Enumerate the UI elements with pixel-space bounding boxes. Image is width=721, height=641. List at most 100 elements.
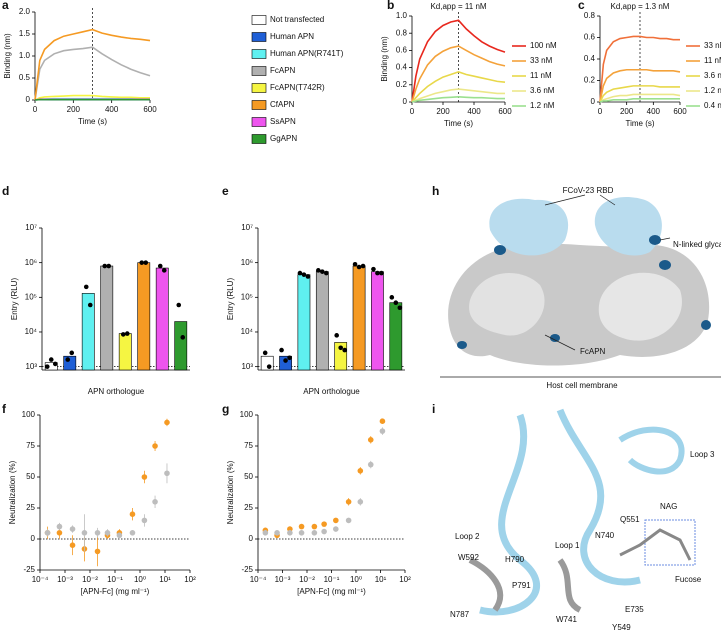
replicate-point <box>324 270 329 276</box>
y-tick-label: 10³ <box>241 362 253 371</box>
label: N787 <box>450 610 470 619</box>
point <box>311 523 318 530</box>
bar <box>118 333 132 371</box>
bar <box>63 355 77 371</box>
legend-swatch <box>251 49 267 59</box>
label: Loop 3 <box>690 450 715 459</box>
legend-swatch <box>251 15 267 25</box>
y-tick-label: 10⁷ <box>25 223 37 232</box>
bar <box>260 355 274 371</box>
y-tick-label: 100 <box>22 410 36 419</box>
x-tick-label: 10⁻⁴ <box>32 575 49 584</box>
point <box>367 461 374 468</box>
x-tick-label: 600 <box>673 107 687 116</box>
series-line <box>411 19 506 103</box>
rbd-surface <box>489 198 569 256</box>
x-axis-label: APN orthologue <box>303 387 360 396</box>
point <box>298 523 305 530</box>
point <box>141 517 148 524</box>
label: Q551 <box>620 515 640 524</box>
replicate-point <box>69 350 75 356</box>
series-line <box>34 28 151 101</box>
y-tick-label: 25 <box>244 503 253 512</box>
structure-h: h FCoV-23 RBD N-linked glycans FcAPN Hos… <box>432 184 721 390</box>
y-tick-label: 0.4 <box>396 63 408 72</box>
bar <box>137 262 151 371</box>
replicate-point <box>87 302 93 308</box>
point <box>44 530 51 536</box>
replicate-point <box>320 269 325 274</box>
replicate-point <box>106 263 112 269</box>
structure-i: i Loop 3 Loop 2 Loop 1 Q551 NAG N740 W59… <box>432 402 715 632</box>
replicate-point <box>157 263 163 269</box>
panel-letter: f <box>2 402 7 416</box>
legend-label: FcAPN <box>270 66 296 75</box>
legend-label: FcAPN(T742R) <box>270 83 325 92</box>
series-line <box>34 46 151 101</box>
label: FcAPN <box>580 347 606 356</box>
point <box>116 532 123 539</box>
legend-label: 11 nM <box>530 71 552 80</box>
point <box>94 530 101 536</box>
backbone <box>479 413 540 616</box>
bar <box>315 271 329 371</box>
replicate-point <box>305 274 311 279</box>
replicate-point <box>83 284 89 290</box>
label: W592 <box>458 553 479 562</box>
legend-label: 100 nM <box>530 41 557 50</box>
legend-swatch <box>251 83 267 93</box>
glycan <box>494 245 506 255</box>
replicate-point <box>301 272 307 277</box>
x-axis-label: [APN-Fc] (mg ml⁻¹) <box>297 587 366 596</box>
replicate-point <box>316 268 321 273</box>
replicate-point <box>342 347 347 353</box>
point <box>152 499 158 505</box>
pointer <box>599 194 616 206</box>
bar <box>352 265 366 371</box>
glycan <box>659 260 671 270</box>
x-axis-label: Time (s) <box>444 119 473 128</box>
point <box>379 418 386 425</box>
apn-domain <box>469 273 545 336</box>
bar <box>155 267 169 371</box>
legend-swatch <box>251 66 267 76</box>
replicate-point <box>176 302 182 308</box>
x-tick-label: 10⁰ <box>350 575 362 584</box>
y-tick-label: 25 <box>26 503 35 512</box>
x-tick-label: 200 <box>620 107 634 116</box>
label: E735 <box>625 605 644 614</box>
bar <box>100 265 114 371</box>
panel-letter: g <box>222 402 229 416</box>
y-tick-label: 75 <box>26 441 35 450</box>
y-tick-label: 10⁴ <box>241 327 254 336</box>
apn-domain <box>598 272 682 341</box>
replicate-point <box>124 331 130 336</box>
pointer <box>544 334 576 351</box>
x-tick-label: 10⁻¹ <box>324 575 340 584</box>
point <box>379 428 386 434</box>
replicate-point <box>65 357 71 362</box>
legend-label: CfAPN <box>270 100 295 109</box>
y-tick-label: 10⁷ <box>241 223 253 232</box>
point <box>104 530 111 536</box>
y-tick-label: 1.0 <box>396 11 408 20</box>
series-line <box>411 96 505 103</box>
replicate-point <box>375 270 380 276</box>
backbone <box>618 426 685 475</box>
x-tick-label: 400 <box>647 107 661 116</box>
label: FCoV-23 RBD <box>563 186 614 195</box>
y-tick-label: 0.4 <box>584 54 596 63</box>
series-line <box>599 93 681 103</box>
y-tick-label: 10⁵ <box>241 292 253 301</box>
glycan <box>701 320 711 330</box>
x-axis-label: Time (s) <box>78 117 107 126</box>
glycan <box>550 334 560 342</box>
label: Loop 1 <box>555 541 580 550</box>
replicate-point <box>48 357 54 362</box>
bar <box>371 271 384 371</box>
legend-label: 1.2 nM <box>704 86 721 95</box>
panel-letter: b <box>387 0 394 12</box>
y-tick-label: 2.0 <box>19 7 31 16</box>
x-tick-label: 10⁻³ <box>57 575 73 584</box>
